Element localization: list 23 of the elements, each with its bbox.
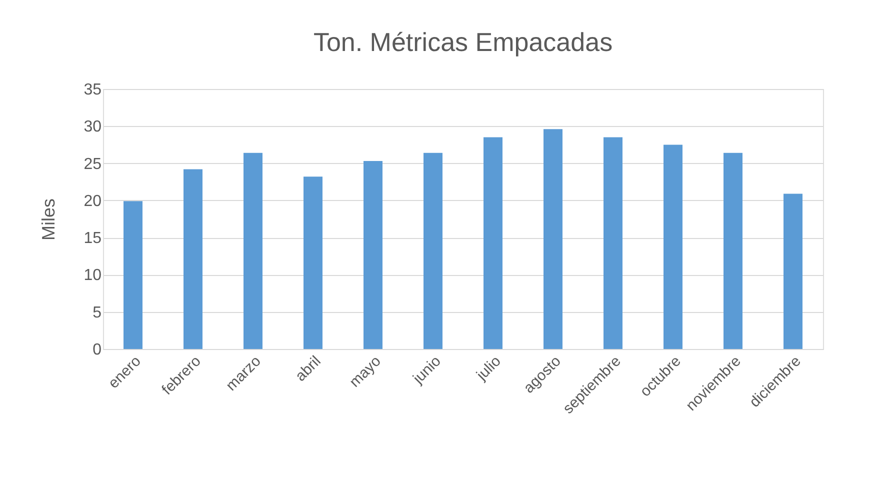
y-tick-label: 20 <box>84 192 102 210</box>
y-tick-label: 10 <box>84 267 102 284</box>
bar <box>784 194 802 349</box>
bar <box>184 169 202 349</box>
y-axis-title: Miles <box>38 198 59 241</box>
bar <box>484 137 502 349</box>
y-tick-label: 35 <box>84 82 102 98</box>
x-tick-label: julio <box>472 352 504 384</box>
chart-title: Ton. Métricas Empacadas <box>313 27 613 57</box>
bar <box>244 152 262 349</box>
bar <box>664 144 682 349</box>
bar <box>724 152 742 349</box>
bar <box>304 176 322 349</box>
bar <box>364 161 382 349</box>
bar <box>424 152 442 349</box>
y-tick-label: 30 <box>84 118 102 136</box>
y-tick-label: 25 <box>84 156 102 173</box>
y-tick-label: 15 <box>84 230 102 248</box>
bar <box>604 137 622 349</box>
bar <box>544 129 562 349</box>
y-tick-label: 0 <box>92 342 102 358</box>
y-tick-label: 5 <box>92 304 102 322</box>
bar <box>124 201 142 349</box>
